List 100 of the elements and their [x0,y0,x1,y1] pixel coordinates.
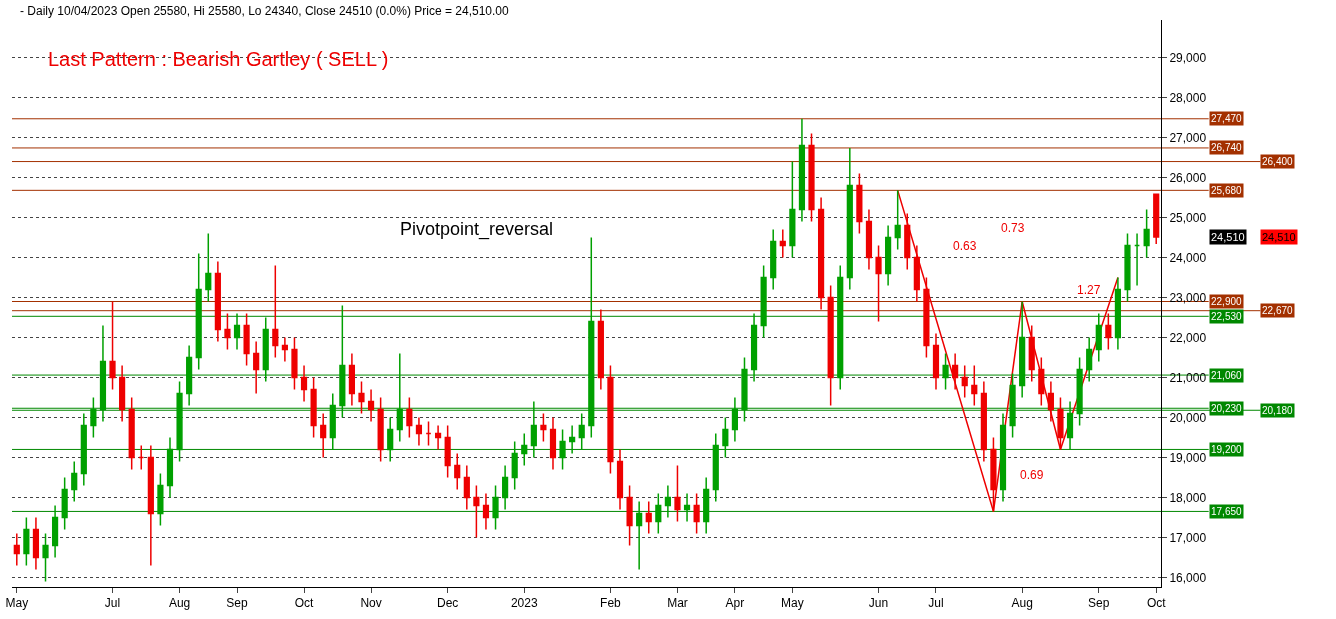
candlestick [492,484,499,531]
candlestick [856,172,863,235]
ref-line-label: 22,670 [1262,305,1294,316]
candlestick [61,476,68,531]
x-tick-label: Aug [168,596,191,611]
text: Last Pattern : Bearish Gartley ( SELL ) [48,48,389,70]
ref-line-label: 20,230 [1211,403,1243,414]
candlestick [1076,356,1083,427]
candlestick [71,460,78,503]
candlestick [1047,380,1054,423]
ref-line-label: 22,530 [1211,311,1243,322]
candlestick [521,432,528,467]
candlestick [607,364,614,475]
candlestick [760,264,767,339]
candlestick [205,232,212,303]
candlestick [1057,396,1064,451]
candlestick [1086,336,1093,383]
candlestick [387,416,394,463]
y-tick-label: 22,000 [1169,330,1207,345]
text: 24,510 [1262,231,1296,243]
text: 24,510 [1211,231,1245,243]
y-tick-label: 19,000 [1169,450,1207,465]
candlestick [798,118,806,223]
ref-line-label: 25,680 [1211,185,1243,196]
candlestick [1028,324,1035,383]
candlestick [1066,400,1074,451]
candlestick [674,464,681,523]
candlestick [971,364,978,407]
y-tick-label: 20,000 [1169,410,1207,425]
candlestick [693,492,700,535]
candlestick [904,212,911,271]
candlestick [703,476,710,535]
candlestick [262,316,269,383]
candlestick [540,412,547,443]
candlestick [750,312,758,383]
candlestick [913,244,920,303]
candlestick [731,396,739,443]
candlestick [23,516,30,567]
candlestick [789,160,796,259]
candlestick [348,352,356,407]
candlestick [894,189,901,251]
annotation: 1.27 [1077,283,1101,297]
candlestick [444,424,451,479]
candlestick [511,440,518,491]
candlestick [80,412,87,487]
ref-line-label: 26,400 [1262,156,1294,167]
candlestick [779,228,786,259]
candlestick [1105,312,1112,351]
candlestick [32,516,40,571]
ref-line-label: 27,470 [1211,113,1243,124]
candlestick [549,416,557,471]
ref-line-label: 20,180 [1262,405,1294,416]
ref-line-label: 19,200 [1211,444,1243,455]
x-tick-label: Dec [436,596,459,611]
candlestick [1124,232,1131,303]
candlestick [952,352,959,391]
y-tick-label: 29,000 [1169,50,1207,65]
x-tick-label: Jul [104,596,121,611]
candlestick [1114,276,1122,351]
candlestick [588,236,595,439]
x-tick-label: Mar [667,596,688,611]
candlestick [875,244,882,323]
y-tick-label: 24,000 [1169,250,1207,265]
x-tick-label: Oct [1146,596,1167,611]
candlestick [320,412,327,459]
x-tick-label: 2023 [510,596,538,611]
candlestick [281,336,288,363]
candlestick [1133,232,1141,287]
x-tick-label: Sep [1088,596,1110,611]
candlestick [339,304,346,419]
y-tick-label: 27,000 [1169,130,1207,145]
x-tick-label: Feb [600,596,622,611]
candlestick [253,340,260,395]
x-tick-label: May [781,596,804,611]
candlestick [138,444,145,471]
candlestick [578,412,585,451]
candlestick [837,264,844,391]
candlestick [770,228,777,291]
annotation: Pivotpoint_reversal [400,219,554,240]
candlestick [434,424,442,451]
candlestick [243,312,250,367]
y-tick-label: 25,000 [1169,210,1207,225]
candlestick [1143,208,1150,259]
candlestick [846,147,853,291]
candlestick [1153,193,1160,245]
candlestick [1038,356,1045,407]
candlestick [272,264,279,359]
x-tick-label: Nov [360,596,382,611]
candlestick [176,380,183,463]
candlestick [722,416,729,459]
chart-title: - Daily 10/04/2023 Open 25580, Hi 25580, Lo 24340, Close 24510 (0.0%) Price = 24,510.00 [20,4,509,18]
candlestick [569,424,576,455]
x-tick-label: Oct [294,596,315,611]
x-tick-label: Aug [1011,596,1033,611]
candlestick [186,344,193,407]
x-tick-label: Jul [928,596,944,611]
y-tick-label: 18,000 [1169,490,1207,505]
y-tick-label: 17,000 [1169,530,1207,545]
candlestick [559,428,566,471]
candlestick [367,388,375,423]
